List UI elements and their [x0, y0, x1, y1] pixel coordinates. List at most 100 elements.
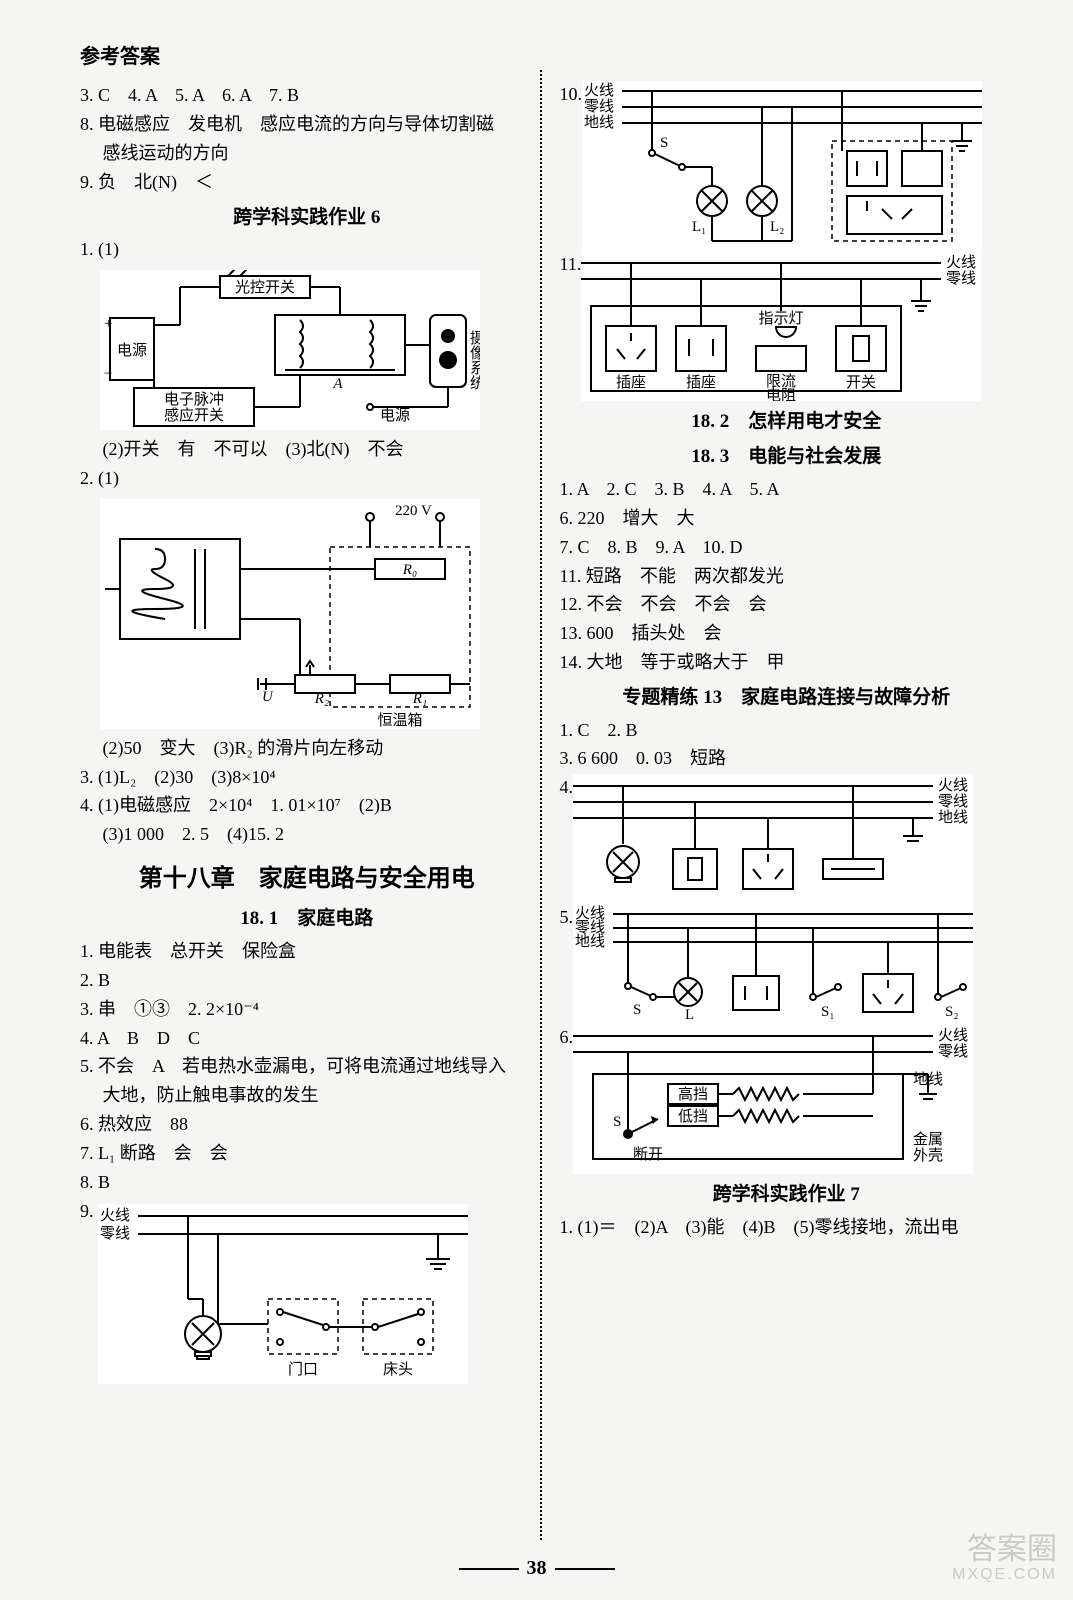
label-S: S: [660, 135, 668, 151]
label-L2: L₂: [770, 219, 784, 235]
text-line: 11. 短路 不能 两次都发光: [560, 563, 1014, 591]
label-220v: 220 V: [395, 503, 432, 519]
text-line: 3. 6 600 0. 03 短路: [560, 745, 1014, 773]
label-casing2: 外壳: [913, 1147, 943, 1164]
text-line: 8. B: [80, 1169, 534, 1197]
text-line: 6. 热效应 88: [80, 1111, 534, 1139]
diagram-r4-household: 火线 零线 地线: [573, 774, 973, 904]
text-line: 7. L₁ 断路 会 会: [80, 1140, 534, 1168]
text-line: (3)1 000 2. 5 (4)15. 2: [80, 821, 534, 849]
label-pulse1: 电子脉冲: [164, 391, 224, 408]
topic-13-title: 专题精练 13 家庭电路连接与故障分析: [560, 683, 1014, 712]
column-divider: [540, 70, 542, 1540]
label-neutral: 零线: [938, 1043, 968, 1060]
label-neutral: 零线: [584, 98, 614, 115]
q6r: 6. 火线 零线 S: [560, 1024, 1014, 1174]
section-18-3-title: 18. 3 电能与社会发展: [560, 442, 1014, 471]
label-L: L: [685, 1007, 694, 1023]
cross-subject-7-title: 跨学科实践作业 7: [560, 1180, 1014, 1209]
text-line: 9. 负 北(N) ＜: [80, 169, 534, 197]
q1-label: 1. (1): [80, 236, 534, 264]
text-line: 1. C 2. B: [560, 717, 1014, 745]
q5r: 5. 火线 零线 地线 S: [560, 904, 1014, 1024]
label-ground: 地线: [584, 114, 614, 131]
label-A: A: [332, 376, 343, 392]
text-line: 8. 电磁感应 发电机 感应电流的方向与导体切割磁: [80, 111, 534, 139]
label-neutral: 零线: [938, 793, 968, 810]
label-light-switch: 光控开关: [235, 279, 295, 296]
label-resistor2: 电阻: [766, 387, 796, 401]
label-low: 低挡: [678, 1108, 708, 1125]
left-column: 3. C 4. A 5. A 6. A 7. B 8. 电磁感应 发电机 感应电…: [80, 81, 542, 1390]
q10: 10. 火线 零线 地线: [560, 81, 1014, 251]
label-R0: R₀: [402, 562, 417, 578]
label-bed: 床头: [382, 1361, 412, 1378]
section-18-2-title: 18. 2 怎样用电才安全: [560, 407, 1014, 436]
text-line: 1. 电能表 总开关 保险盒: [80, 938, 534, 966]
text-line: 6. 220 增大 大: [560, 505, 1014, 533]
svg-text:+: +: [104, 316, 112, 332]
text-line: 1. A 2. C 3. B 4. A 5. A: [560, 476, 1014, 504]
page-header: 参考答案: [80, 40, 1013, 69]
diagram-q9-household: 火线 零线: [98, 1204, 468, 1384]
text-line: 4. A B D C: [80, 1025, 534, 1053]
diagram-q2-circuit: 220 V R₀: [100, 499, 480, 729]
text-line: 大地，防止触电事故的发生: [80, 1082, 534, 1110]
text-line: 1. (1)＝ (2)A (3)能 (4)B (5)零线接地，流出电: [560, 1214, 1014, 1242]
text-line: 3. 串 ①③ 2. 2×10⁻⁴: [80, 996, 534, 1024]
label-U: U: [262, 689, 274, 705]
text-line: 13. 600 插头处 会: [560, 620, 1014, 648]
label-power-right: 电源: [380, 407, 410, 424]
page-number: 38: [0, 1557, 1073, 1580]
q11-label: 11.: [560, 251, 582, 279]
q4r-label: 4.: [560, 774, 574, 802]
label-socket1: 插座: [616, 374, 646, 391]
label-S: S: [633, 1002, 641, 1018]
label-neutral: 零线: [946, 270, 976, 287]
label-neutral: 零线: [100, 1225, 130, 1242]
text-line: 3. C 4. A 5. A 6. A 7. B: [80, 82, 534, 110]
label-casing1: 金属: [913, 1131, 943, 1148]
q6r-label: 6.: [560, 1024, 574, 1052]
label-S1: S₁: [821, 1004, 835, 1020]
label-high: 高挡: [678, 1086, 708, 1103]
label-pulse2: 感应开关: [164, 406, 224, 424]
diagram-q1-circuit: 光控开关 电源 + − A: [100, 270, 480, 430]
label-camera: 摄像系统: [468, 330, 480, 391]
chapter-18-title: 第十八章 家庭电路与安全用电: [80, 861, 534, 898]
q5r-label: 5.: [560, 904, 574, 932]
text-line: 14. 大地 等于或略大于 甲: [560, 649, 1014, 677]
label-S2: S₂: [945, 1004, 959, 1020]
label-S: S: [613, 1114, 621, 1130]
label-R2: R₂: [314, 691, 329, 707]
text-line: (2)开关 有 不可以 (3)北(N) 不会: [80, 436, 534, 464]
label-off: 断开: [633, 1146, 663, 1163]
q4r: 4. 火线 零线 地线: [560, 774, 1014, 904]
text-line: 感线运动的方向: [80, 140, 534, 168]
text-line: 3. (1)L₂ (2)30 (3)8×10⁴: [80, 764, 534, 792]
text-line: 5. 不会 A 若电热水壶漏电，可将电流通过地线导入: [80, 1053, 534, 1081]
cross-subject-6-title: 跨学科实践作业 6: [80, 203, 534, 232]
label-ground: 地线: [938, 809, 968, 826]
text-line: 7. C 8. B 9. A 10. D: [560, 534, 1014, 562]
label-live: 火线: [946, 254, 976, 271]
label-socket2: 插座: [686, 374, 716, 391]
label-live: 火线: [100, 1207, 130, 1224]
q9: 9. 火线 零线: [80, 1198, 534, 1390]
label-power: 电源: [117, 342, 147, 359]
q11: 11. 火线 零线: [560, 251, 1014, 401]
diagram-q11-household: 火线 零线 插座: [581, 251, 981, 401]
label-door: 门口: [287, 1361, 317, 1378]
right-column: 10. 火线 零线 地线: [552, 81, 1014, 1390]
label-L1: L₁: [692, 219, 706, 235]
q9-label: 9.: [80, 1198, 94, 1226]
diagram-r5-household: 火线 零线 地线 S: [573, 904, 973, 1024]
diagram-q10-household: 火线 零线 地线: [582, 81, 982, 251]
text-line: 2. B: [80, 967, 534, 995]
svg-text:−: −: [104, 366, 112, 382]
diagram-r6-household: 火线 零线 S 高挡 低挡 断开: [573, 1024, 973, 1174]
label-live: 火线: [938, 1027, 968, 1044]
text-line: (2)50 变大 (3)R₂ 的滑片向左移动: [80, 735, 534, 763]
label-switch: 开关: [846, 374, 876, 391]
text-line: 12. 不会 不会 不会 会: [560, 591, 1014, 619]
